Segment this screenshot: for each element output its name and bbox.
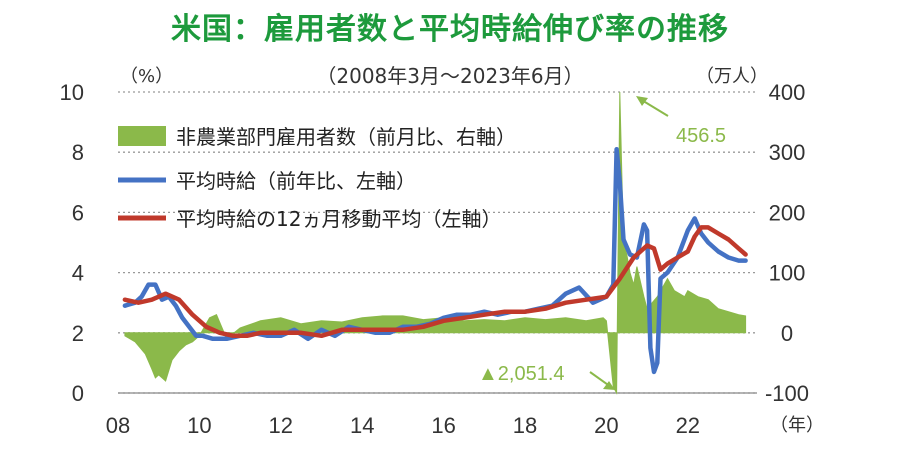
x-tick-label: 18 bbox=[513, 413, 537, 438]
chart-subtitle: （2008年3月～2023年6月） bbox=[316, 64, 584, 88]
annotation-arrowhead bbox=[603, 381, 615, 390]
legend-label-wage: 平均時給（前年比、左軸） bbox=[176, 169, 416, 193]
left-tick-label: 10 bbox=[60, 80, 84, 105]
x-tick-label: 10 bbox=[187, 413, 211, 438]
left-axis-unit: （%） bbox=[120, 66, 174, 87]
right-tick-label: 0 bbox=[781, 321, 793, 346]
x-tick-label: 22 bbox=[676, 413, 700, 438]
annotation-peak-label: 456.5 bbox=[676, 125, 726, 147]
x-tick-label: 08 bbox=[106, 413, 130, 438]
x-tick-label: 12 bbox=[269, 413, 293, 438]
x-tick-label: 20 bbox=[594, 413, 618, 438]
chart-title: 米国：雇用者数と平均時給伸び率の推移 bbox=[171, 12, 729, 47]
left-tick-label: 2 bbox=[72, 321, 84, 346]
right-tick-label: -100 bbox=[765, 381, 809, 406]
x-axis-unit: （年） bbox=[770, 415, 824, 436]
annotation-arrowhead bbox=[636, 96, 648, 106]
payroll-area bbox=[124, 91, 747, 395]
left-tick-label: 0 bbox=[72, 381, 84, 406]
right-tick-label: 300 bbox=[769, 140, 806, 165]
right-axis-unit: （万人） bbox=[696, 66, 768, 87]
right-tick-label: 200 bbox=[769, 200, 806, 225]
left-tick-label: 4 bbox=[72, 261, 84, 286]
legend-label-wage-ma: 平均時給の12ヵ月移動平均（左軸） bbox=[176, 207, 501, 231]
left-tick-label: 6 bbox=[72, 200, 84, 225]
wage-ma-line bbox=[122, 225, 748, 339]
left-tick-label: 8 bbox=[72, 140, 84, 165]
right-tick-label: 100 bbox=[769, 261, 806, 286]
x-tick-label: 14 bbox=[350, 413, 374, 438]
legend-label-payroll: 非農業部門雇用者数（前月比、右軸） bbox=[176, 125, 516, 149]
legend-swatch-payroll bbox=[118, 126, 166, 146]
wage-line bbox=[122, 146, 748, 375]
right-tick-label: 400 bbox=[769, 80, 806, 105]
x-tick-label: 16 bbox=[431, 413, 455, 438]
annotation-trough-label: ▲2,051.4 bbox=[478, 363, 565, 385]
